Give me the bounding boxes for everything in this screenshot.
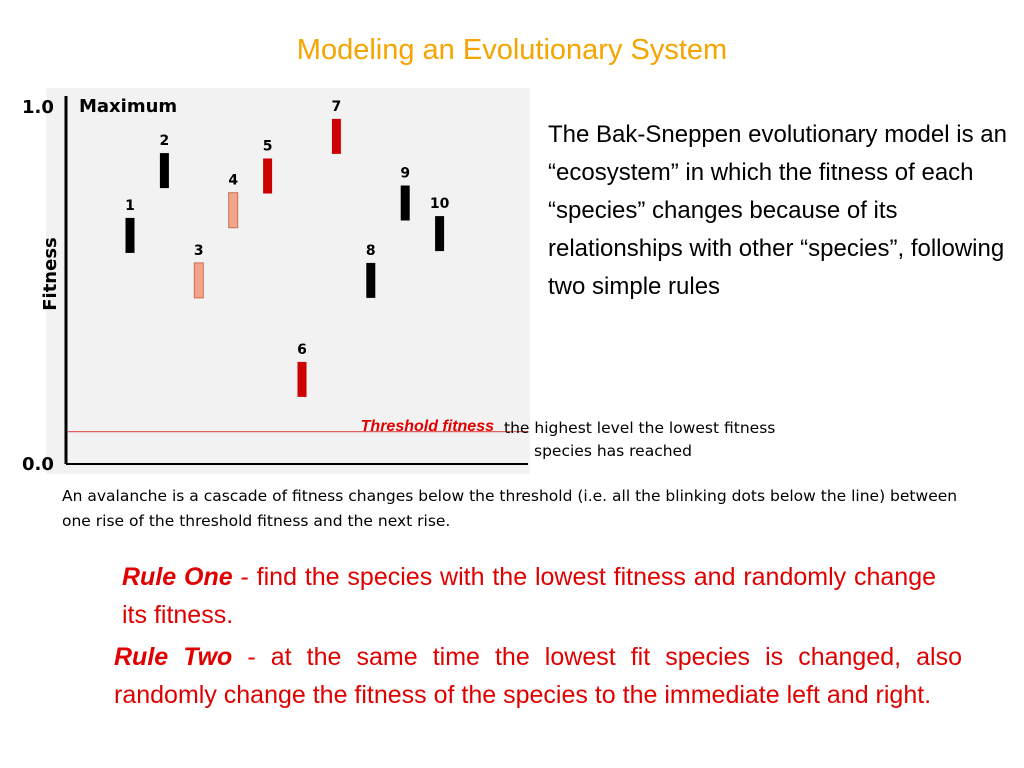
species-label-6: 6 <box>297 342 307 358</box>
rule-two: Rule Two - at the same time the lowest f… <box>114 638 962 714</box>
species-label-2: 2 <box>160 133 170 149</box>
rule-one-text: - find the species with the lowest fitne… <box>122 563 937 629</box>
species-bar-7 <box>331 118 341 154</box>
species-bar-2 <box>159 153 169 189</box>
rule-two-text: - at the same time the lowest fit specie… <box>114 643 962 709</box>
maximum-label: Maximum <box>79 96 177 117</box>
species-bar-5 <box>263 158 273 194</box>
species-bar-9 <box>400 185 410 221</box>
species-bar-4 <box>228 192 239 229</box>
species-bars: 1 2 3 4 5 6 7 8 9 10 <box>125 99 450 397</box>
species-bar-10 <box>435 216 445 252</box>
species-bar-3 <box>193 262 204 299</box>
species-bar-1 <box>125 217 135 253</box>
fitness-diagram: 1.0 0.0 Maximum Fitness 1 2 3 4 5 6 7 8 9 10 <box>22 88 530 474</box>
species-label-7: 7 <box>332 99 342 115</box>
species-label-5: 5 <box>263 139 273 155</box>
species-bar-6 <box>297 361 307 397</box>
species-bar-8 <box>366 262 376 298</box>
avalanche-definition: An avalanche is a cascade of fitness cha… <box>62 487 958 530</box>
threshold-label: Threshold fitness <box>360 418 494 435</box>
species-label-3: 3 <box>194 243 204 259</box>
rule-two-name: Rule Two <box>114 643 233 671</box>
species-label-4: 4 <box>228 173 238 189</box>
fitness-figure: 1.0 0.0 Maximum Fitness 1 2 3 4 5 6 7 8 9 10 Thre… <box>20 84 530 474</box>
species-label-8: 8 <box>366 243 376 259</box>
threshold-description-line2: species has reached <box>534 442 692 460</box>
model-description: The Bak-Sneppen evolutionary model is an… <box>548 121 1007 300</box>
figure-background <box>46 88 530 474</box>
rule-one-name: Rule One <box>122 563 233 591</box>
species-label-1: 1 <box>125 198 135 214</box>
slide-title: Modeling an Evolutionary System <box>296 34 728 66</box>
species-label-9: 9 <box>400 166 410 182</box>
y-bottom-label: 0.0 <box>22 454 54 474</box>
y-top-label: 1.0 <box>22 97 54 118</box>
rule-one: Rule One - find the species with the low… <box>122 558 936 634</box>
threshold-description-line1: the highest level the lowest fitness <box>504 419 776 437</box>
threshold-description: the highest level the lowest fitness spe… <box>504 417 844 463</box>
species-label-10: 10 <box>430 196 450 212</box>
y-axis-label: Fitness <box>40 237 61 311</box>
